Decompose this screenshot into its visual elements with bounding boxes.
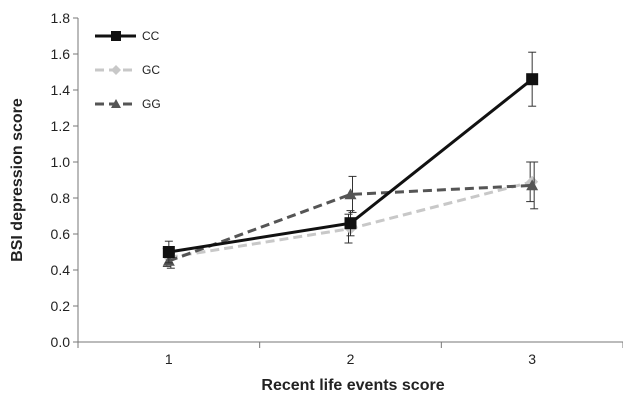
legend-marker	[111, 99, 121, 108]
data-point	[526, 73, 539, 86]
axes: 0.0 0.2 0.4 0.6 0.8 1.0 1.2 1.4 1.6 1.8 1 2 3	[51, 10, 623, 367]
y-tick-label: 0.6	[51, 226, 71, 242]
data-point	[526, 179, 539, 191]
y-tick-label: 0.8	[51, 190, 71, 206]
series-line	[168, 183, 533, 263]
legend-item-gc: GC	[95, 63, 160, 77]
x-tick-label: 2	[347, 351, 355, 367]
legend-marker	[111, 65, 121, 75]
y-axis-title: BSI depression score	[9, 98, 26, 262]
series-cc	[162, 51, 539, 264]
y-tick-label: 1.0	[51, 154, 71, 170]
series-layer	[162, 51, 539, 269]
legend-label: GG	[142, 97, 161, 111]
data-point	[162, 246, 175, 258]
y-tick-label: 0.4	[51, 262, 71, 278]
data-point	[344, 217, 357, 230]
legend-label: GC	[142, 63, 160, 77]
legend-item-cc: CC	[95, 29, 160, 43]
legend-marker	[111, 31, 121, 41]
legend: CC GC GG	[95, 29, 161, 111]
y-tick-label: 0.0	[51, 334, 71, 350]
y-tick-label: 1.4	[51, 82, 71, 98]
y-tick-label: 1.8	[51, 10, 71, 26]
x-tick-label: 1	[165, 351, 173, 367]
data-point	[344, 188, 357, 200]
x-axis-title: Recent life events score	[261, 377, 444, 394]
x-tick-label: 3	[528, 351, 536, 367]
legend-item-gg: GG	[95, 97, 161, 111]
y-tick-label: 0.2	[51, 298, 71, 314]
legend-label: CC	[142, 29, 160, 43]
y-tick-label: 1.6	[51, 46, 71, 62]
y-tick-label: 1.2	[51, 118, 71, 134]
